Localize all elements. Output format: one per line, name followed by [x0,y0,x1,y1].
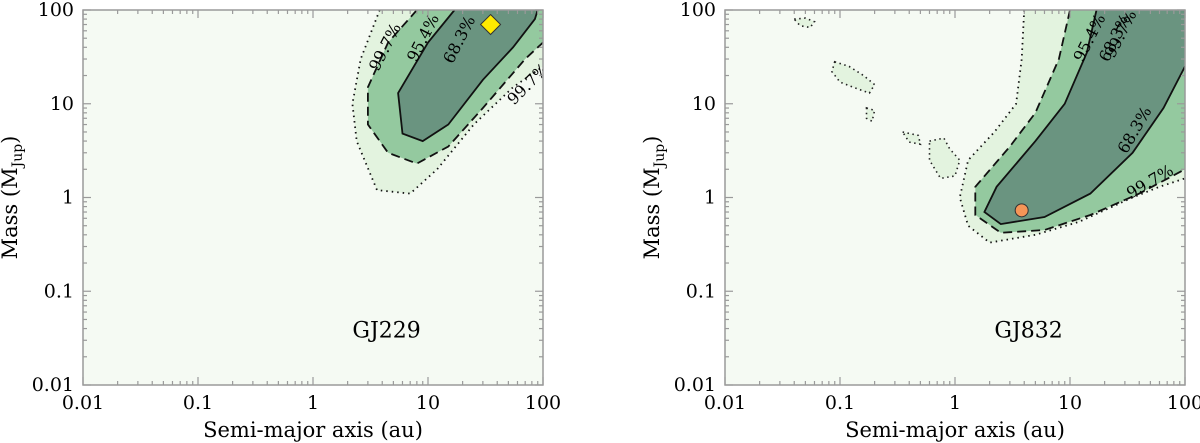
y-tick-label: 0.01 [674,374,716,396]
x-axis-label: Semi-major axis (au) [203,418,423,442]
contour-group: 99.7%95.4%68.3%99.7% [351,10,543,195]
panel-label: GJ229 [352,319,420,344]
x-tick-label: 0.01 [704,392,746,414]
x-tick-label: 0.1 [183,392,213,414]
contour-island [831,60,876,95]
contour-line-954 [974,10,1185,234]
contour-island [865,106,876,123]
contour-island [792,17,816,29]
y-axis-label: Mass (MJup) [640,136,668,260]
y-tick-label: 10 [692,93,716,115]
contour-island [928,137,961,180]
contour-line-997 [958,10,1185,244]
x-axis-label: Semi-major axis (au) [845,418,1065,442]
contour-group: 99.7%95.4%68.3%68.3%99.7% [792,10,1185,244]
planet-marker-diamond [479,13,502,36]
y-tick-label: 0.1 [44,280,74,302]
x-tick-label: 100 [1167,392,1200,414]
x-tick-label: 0.01 [62,392,104,414]
y-tick-label: 10 [50,93,74,115]
y-tick-label: 0.01 [32,374,74,396]
y-tick-label: 100 [38,0,74,21]
contour-line-954 [367,10,543,165]
y-tick-label: 0.1 [686,280,716,302]
x-tick-label: 100 [525,392,561,414]
contour-fill-683 [984,10,1185,225]
panel-label: GJ832 [994,319,1062,344]
x-tick-label: 1 [949,392,961,414]
contour-island [900,130,922,146]
y-tick-label: 100 [680,0,716,21]
y-tick-label: 1 [62,187,74,209]
contour-fill-683 [398,10,543,142]
y-axis-label: Mass (MJup) [0,136,26,260]
planet-marker-circle [1014,203,1029,218]
contour-line-683 [983,10,1185,226]
chart-panel-gj229: 99.7%95.4%68.3%99.7% 0.01 0.1 1 10 100 0.01 0.1… [0,0,561,442]
x-tick-label: 10 [1058,392,1082,414]
x-tick-label: 0.1 [825,392,855,414]
x-tick-label: 1 [307,392,319,414]
contour-line-683 [397,10,539,143]
ticks [82,9,544,386]
chart-panel-gj832: 99.7%95.4%68.3%68.3%99.7% 0.01 0.1 1 10 100 0.… [640,0,1200,442]
ticks [724,9,1186,386]
x-tick-label: 10 [416,392,440,414]
y-tick-label: 1 [704,187,716,209]
